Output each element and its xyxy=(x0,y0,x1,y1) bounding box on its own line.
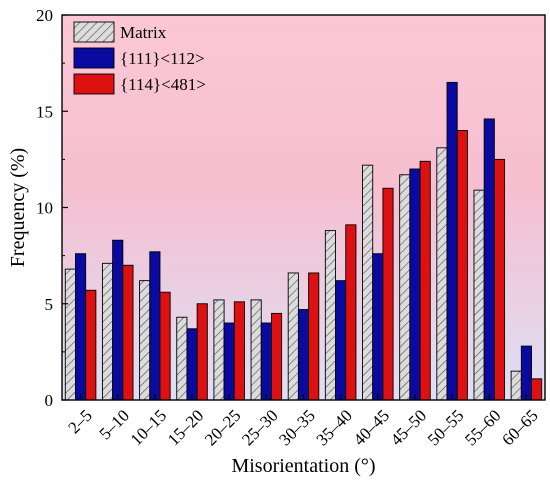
x-tick-label: 20–25 xyxy=(201,406,244,449)
bar-series2-3 xyxy=(149,251,161,401)
x-tick-label: 25–30 xyxy=(238,406,281,449)
x-axis-title: Misorientation (°) xyxy=(231,455,375,477)
bar-series3-6 xyxy=(271,312,283,401)
y-tick-label: 0 xyxy=(45,391,54,410)
legend-label-3: {114}<481> xyxy=(120,75,206,94)
y-tick-label: 10 xyxy=(36,199,53,218)
y-axis: 0 5 10 15 20 xyxy=(36,6,68,410)
bar-series1-5 xyxy=(213,299,225,401)
x-tick-label: 10–15 xyxy=(127,406,170,449)
x-tick-label: 45–50 xyxy=(387,406,430,449)
bar-series2-11 xyxy=(446,81,458,401)
bar-series1-12 xyxy=(473,189,485,401)
bar-series3-9 xyxy=(382,187,394,401)
bar-series3-2 xyxy=(122,264,134,401)
bar-series3-5 xyxy=(233,301,245,401)
bar-series3-1 xyxy=(85,289,97,401)
bar-series3-4 xyxy=(196,303,208,401)
bar-series1-2 xyxy=(101,262,114,401)
x-tick-label: 2–5 xyxy=(64,406,95,437)
bar-series2-5 xyxy=(223,322,235,401)
bar-series2-13 xyxy=(520,345,532,401)
legend: Matrix {111}<112> {114}<481> xyxy=(73,21,206,95)
y-tick-label: 5 xyxy=(45,295,54,314)
bar-series1-1 xyxy=(64,268,76,401)
bar-series2-4 xyxy=(186,328,198,401)
x-tick-label: 40–45 xyxy=(350,406,393,449)
legend-label-2: {111}<112> xyxy=(120,49,205,68)
x-tick-label: 35–40 xyxy=(312,406,355,449)
bar-series1-8 xyxy=(324,230,337,401)
bar-series3-12 xyxy=(493,158,506,401)
bar-series3-3 xyxy=(159,291,171,401)
bar-series3-10 xyxy=(419,160,431,401)
bar-series1-11 xyxy=(436,147,448,401)
y-tick-label: 20 xyxy=(36,6,53,25)
legend-swatch-3 xyxy=(73,73,115,95)
bar-series1-6 xyxy=(250,299,262,401)
bar-series1-13 xyxy=(510,370,522,401)
bar-series2-8 xyxy=(335,280,347,401)
y-tick-label: 15 xyxy=(36,102,53,121)
bar-series1-7 xyxy=(287,272,299,401)
x-tick-label: 55–60 xyxy=(461,406,504,449)
x-axis: 2–5 5–1010–1515–2020–2525–3030–3535–4040–… xyxy=(64,394,542,449)
bar-series2-12 xyxy=(483,118,495,401)
bar-series2-9 xyxy=(372,253,384,401)
bar-series3-11 xyxy=(456,130,468,401)
bar-series1-10 xyxy=(399,174,411,401)
bar-series2-7 xyxy=(297,309,310,401)
bar-series3-8 xyxy=(345,224,357,401)
x-tick-label: 30–35 xyxy=(275,406,318,449)
bar-series3-13 xyxy=(531,378,543,401)
legend-label-1: Matrix xyxy=(120,23,167,42)
bar-series3-7 xyxy=(308,272,320,401)
bar-series1-3 xyxy=(139,280,151,401)
x-tick-label: 50–55 xyxy=(424,406,467,449)
bar-series1-4 xyxy=(176,316,188,401)
bar-series2-6 xyxy=(260,322,272,401)
bar-series2-1 xyxy=(75,253,87,401)
y-axis-title: Frequency (%) xyxy=(7,148,29,267)
x-tick-label: 60–65 xyxy=(498,406,541,449)
legend-swatch-1 xyxy=(73,21,115,43)
legend-swatch-2 xyxy=(73,47,115,69)
bar-series2-10 xyxy=(409,168,421,401)
x-tick-label: 15–20 xyxy=(164,406,207,449)
bar-series2-2 xyxy=(112,239,124,401)
bar-series1-9 xyxy=(362,164,374,401)
